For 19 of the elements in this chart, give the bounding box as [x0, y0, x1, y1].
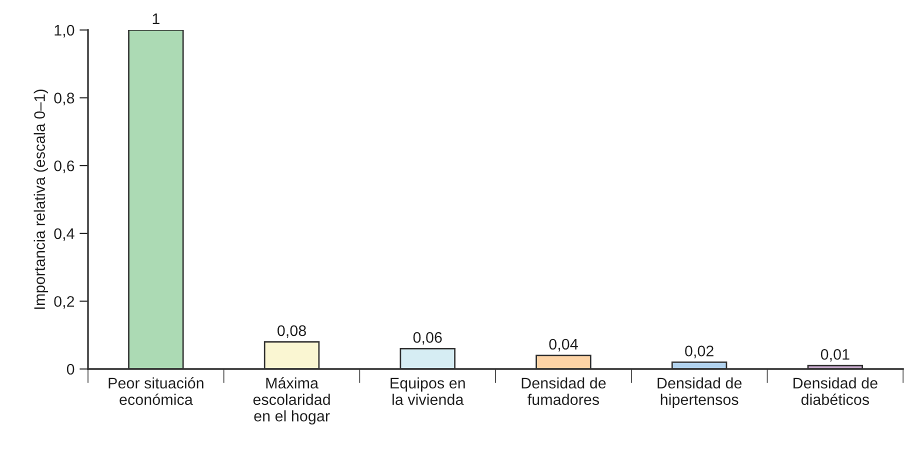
- x-tick-label: Equipos en la vivienda: [390, 377, 465, 406]
- x-tick-label: Densidad de fumadores: [522, 377, 606, 406]
- data-label: 0,06: [413, 332, 442, 345]
- data-label: 1: [152, 14, 160, 24]
- x-tick-label: Máxima escolaridad en el hogar: [253, 377, 330, 424]
- data-label: 0,01: [820, 348, 850, 362]
- y-axis-title: Importancia relativa (escala 0–1): [34, 90, 48, 309]
- y-tick-label: 0,2: [54, 296, 74, 309]
- data-label: 0,02: [685, 346, 714, 358]
- x-tick-label: Densidad de hipertensos: [658, 377, 742, 408]
- data-label: 0,04: [549, 338, 578, 352]
- x-tick-label: Densidad de diabéticos: [794, 377, 878, 406]
- y-tick-label: 0: [66, 364, 74, 375]
- y-tick-label: 0,6: [54, 160, 74, 174]
- y-tick-label: 0,8: [54, 92, 74, 106]
- data-label: 0,08: [278, 325, 306, 338]
- y-tick-label: 1,0: [54, 24, 74, 38]
- y-tick-label: 0,4: [54, 228, 74, 241]
- x-tick-label: Peor situación económica: [108, 377, 204, 406]
